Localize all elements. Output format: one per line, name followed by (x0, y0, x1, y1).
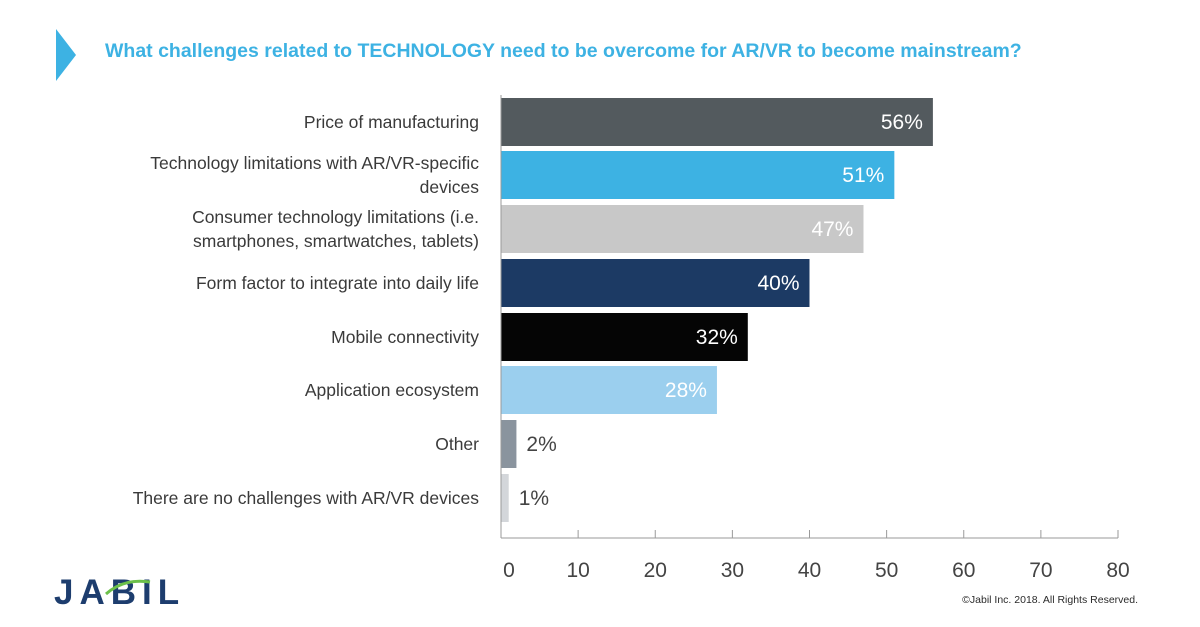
category-label-6: Other (435, 434, 479, 454)
x-tick-label-2: 20 (644, 559, 667, 582)
bar-1 (501, 151, 895, 199)
logo-swoosh-icon (105, 579, 151, 596)
category-label-5: Application ecosystem (305, 380, 479, 400)
bar-0 (501, 98, 933, 146)
category-label-4: Mobile connectivity (331, 327, 479, 347)
category-label-1: Technology limitations with AR/VR-specif… (150, 153, 479, 197)
x-tick-label-6: 60 (952, 559, 975, 582)
value-label-1: 51% (842, 164, 884, 187)
x-tick-label-1: 10 (566, 559, 589, 582)
x-tick-label-4: 40 (798, 559, 821, 582)
x-tick-label-0: 0 (503, 559, 515, 582)
category-label-7: There are no challenges with AR/VR devic… (133, 488, 480, 508)
chart-title: What challenges related to TECHNOLOGY ne… (105, 40, 1022, 62)
value-label-0: 56% (881, 111, 923, 134)
value-label-2: 47% (811, 218, 853, 241)
value-label-7: 1% (519, 487, 549, 510)
bar-5 (501, 366, 717, 414)
x-tick-label-3: 30 (721, 559, 744, 582)
logo-text: JABIL (54, 574, 185, 608)
category-label-3: Form factor to integrate into daily life (196, 273, 479, 293)
jabil-logo: JABIL (54, 574, 185, 608)
bar-6 (501, 420, 517, 468)
copyright-text: ©Jabil Inc. 2018. All Rights Reserved. (962, 594, 1138, 606)
category-label-2: Consumer technology limitations (i.e. sma… (192, 207, 479, 251)
x-tick-label-7: 70 (1029, 559, 1052, 582)
bar-2 (501, 205, 864, 253)
value-label-3: 40% (757, 272, 799, 295)
bar-4 (501, 313, 748, 361)
value-label-5: 28% (665, 379, 707, 402)
category-label-0: Price of manufacturing (304, 112, 479, 132)
x-tick-label-5: 50 (875, 559, 898, 582)
x-tick-label-8: 80 (1106, 559, 1129, 582)
bar-3 (501, 259, 810, 307)
value-label-6: 2% (526, 433, 556, 456)
title-arrow-icon (56, 29, 76, 81)
bar-7 (501, 474, 509, 522)
value-label-4: 32% (696, 326, 738, 349)
